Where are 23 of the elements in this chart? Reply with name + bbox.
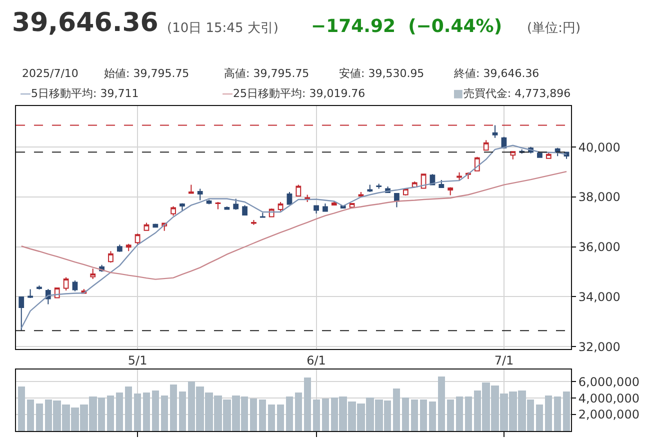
y-tick-label: 6,000,000 [578, 374, 640, 389]
y-tick-label: 34,000 [578, 290, 620, 304]
y-tick-label: 38,000 [578, 190, 620, 204]
text: 高値: 39,795.75 [224, 67, 310, 80]
y-tick-label: 36,000 [578, 240, 620, 254]
text: 終値: 39,646.36 [453, 67, 540, 80]
text: −174.92 (−0.44%) [311, 16, 502, 37]
text: 2025/7/10 [22, 67, 78, 80]
chart-title: 39,646.36 [12, 8, 158, 38]
text: —5日移動平均: 39,711 [20, 87, 139, 100]
x-tick-label: 5/1 [128, 354, 148, 368]
y-tick-label: 2,000,000 [578, 408, 640, 422]
text: (単位:円) [527, 21, 581, 36]
y-tick-label: 32,000 [578, 340, 620, 354]
text: ■売買代金: 4,773,896 [453, 87, 571, 100]
y-tick-label: 40,000 [578, 140, 620, 154]
text: —25日移動平均: 39,019.76 [222, 87, 366, 100]
y-tick-label: 4,000,000 [578, 391, 640, 406]
x-tick-label: 7/1 [494, 354, 514, 368]
text: 始値: 39,795.75 [104, 67, 190, 80]
text: 安値: 39,530.95 [339, 67, 424, 80]
text: (10日 15:45 大引) [167, 21, 278, 36]
x-tick-label: 6/1 [306, 354, 326, 368]
